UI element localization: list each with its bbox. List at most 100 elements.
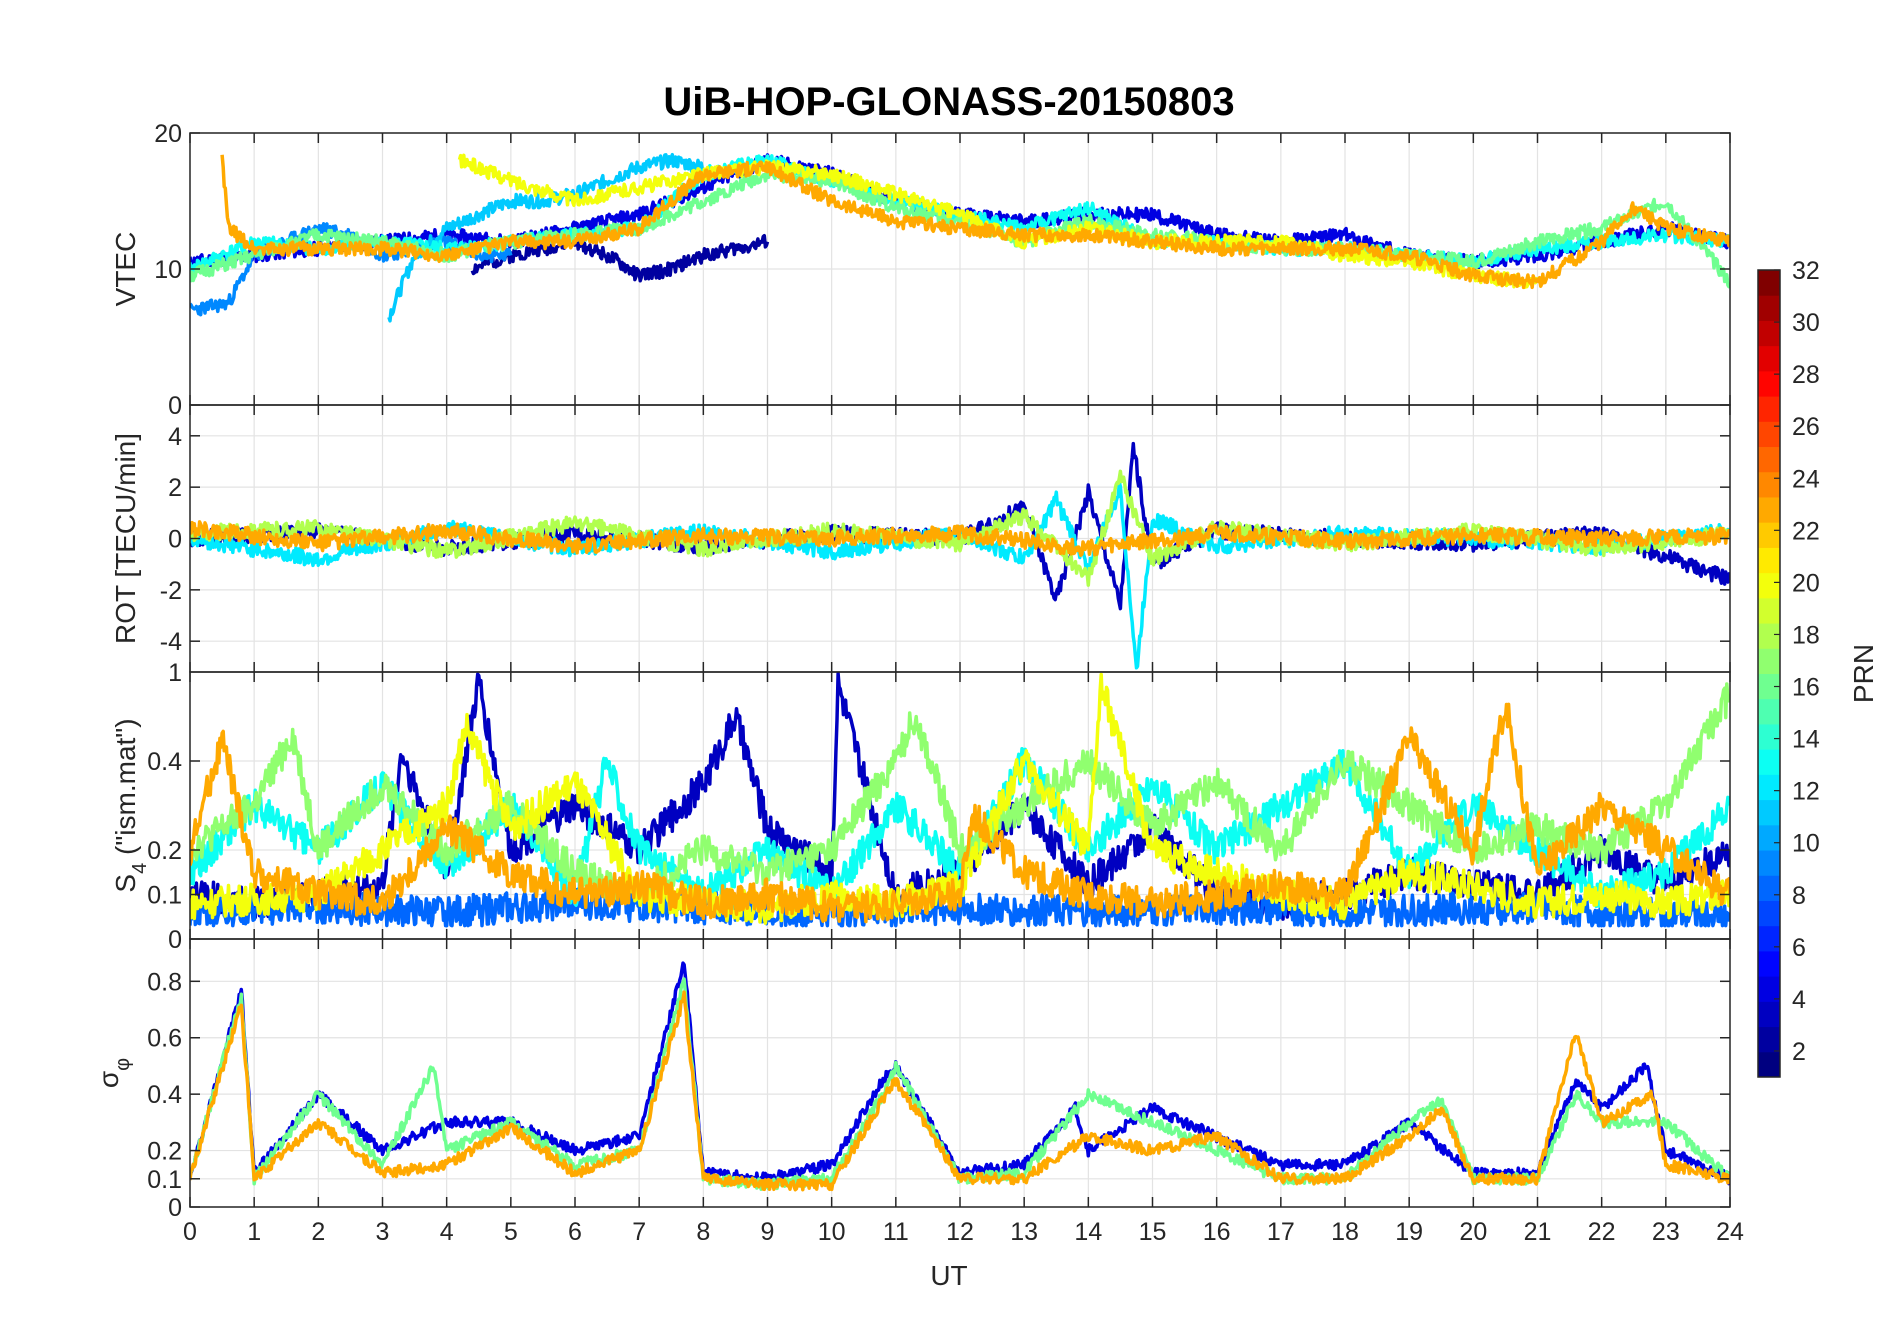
colorbar-band	[1758, 295, 1780, 321]
y-tick-label: 0.4	[147, 1081, 182, 1109]
y-tick-label-top: 1	[168, 659, 182, 687]
colorbar-band	[1758, 774, 1780, 801]
y-tick-label: -4	[160, 628, 182, 656]
colorbar-tick-label: 22	[1792, 517, 1820, 545]
colorbar-band	[1758, 723, 1780, 750]
colorbar-tick-label: 6	[1792, 934, 1806, 962]
x-tick-label: 4	[440, 1218, 454, 1246]
x-tick-label: 6	[568, 1218, 582, 1246]
x-tick-label: 14	[1074, 1218, 1102, 1246]
panel-2-series	[190, 441, 1730, 670]
colorbar-tick-label: 26	[1792, 413, 1820, 441]
colorbar-band	[1758, 1026, 1780, 1053]
colorbar-band	[1758, 875, 1780, 901]
panel-4-y-axis-label: σφ	[93, 1058, 134, 1088]
y-label-rest: ("ism.mat")	[110, 718, 141, 862]
colorbar-tick-label: 2	[1792, 1038, 1806, 1066]
series-line-prn-23	[190, 702, 1730, 924]
x-tick-label: 2	[311, 1218, 325, 1246]
colorbar-band	[1758, 1051, 1780, 1078]
x-tick-label: 7	[632, 1218, 646, 1246]
panel-2-ticks: -4 -2 0 2 4	[160, 405, 1731, 672]
colorbar-tick-label: 14	[1792, 726, 1820, 754]
colorbar-tick-label: 18	[1792, 621, 1820, 649]
x-tick-label: 17	[1267, 1218, 1295, 1246]
colorbar-tick-label: 10	[1792, 830, 1820, 858]
colorbar-tick-label: 30	[1792, 309, 1820, 337]
colorbar-tick-label: 20	[1792, 569, 1820, 597]
colorbar-label: PRN	[1848, 644, 1879, 703]
series-line-prn-20	[190, 672, 1730, 925]
panel-3-ticks: 0 0.1 0.2 0.4 1	[147, 659, 1731, 954]
colorbar-band	[1758, 522, 1780, 548]
panel-1-ticks: 0 10 20	[154, 120, 1731, 420]
series-line-prn-23	[190, 520, 1730, 557]
series-line-prn-8	[190, 887, 1730, 928]
colorbar-tick-label: 16	[1792, 674, 1820, 702]
y-label-subscript: 4	[129, 863, 151, 874]
y-tick-label: 0.1	[147, 882, 182, 910]
x-tick-label: 19	[1395, 1218, 1423, 1246]
series-line-prn-23	[190, 990, 1730, 1192]
x-tick-label: 12	[946, 1218, 974, 1246]
colorbar-band	[1758, 749, 1780, 775]
panel-1: 0 10 20 VTEC	[110, 120, 1731, 420]
colorbar-band	[1758, 925, 1780, 952]
y-tick-label: 0	[168, 526, 182, 554]
colorbar-band	[1758, 900, 1780, 927]
y-tick-label: 0.1	[147, 1166, 182, 1194]
y-label-main: S	[110, 874, 141, 893]
colorbar-band	[1758, 547, 1780, 574]
y-tick-label: 10	[154, 256, 182, 284]
colorbar-band	[1758, 345, 1780, 372]
series-line-prn-2	[470, 233, 770, 283]
y-label-subscript: φ	[112, 1058, 134, 1071]
colorbar-tick-label: 32	[1792, 257, 1820, 285]
x-tick-label: 24	[1716, 1218, 1744, 1246]
x-tick-label: 21	[1524, 1218, 1552, 1246]
colorbar-band	[1758, 976, 1780, 1002]
x-tick-label: 9	[761, 1218, 775, 1246]
series-line-prn-23	[220, 154, 1730, 290]
y-tick-label: 2	[168, 474, 182, 502]
colorbar-band	[1758, 824, 1780, 851]
y-tick-label: 0.6	[147, 1025, 182, 1053]
panel-2: -4 -2 0 2 4 ROT [TECU/min]	[110, 404, 1731, 673]
y-tick-label: 0	[168, 1194, 182, 1222]
series-line-prn-11	[387, 152, 705, 323]
panel-1-y-axis-label: VTEC	[110, 232, 141, 307]
x-tick-label: 1	[247, 1218, 261, 1246]
y-tick-label: 0.2	[147, 1138, 182, 1166]
y-tick-label: 0.8	[147, 968, 182, 996]
colorbar-band	[1758, 648, 1780, 674]
colorbar-band	[1758, 496, 1780, 523]
x-tick-label: 13	[1010, 1218, 1038, 1246]
colorbar-tick-label: 24	[1792, 465, 1820, 493]
x-tick-label: 20	[1459, 1218, 1487, 1246]
y-tick-label: 0.2	[147, 837, 182, 865]
x-tick-label: 22	[1588, 1218, 1616, 1246]
panel-4-series	[190, 961, 1730, 1192]
colorbar-band	[1758, 446, 1780, 473]
colorbar-band	[1758, 396, 1780, 422]
colorbar-band	[1758, 673, 1780, 700]
colorbar-band	[1758, 370, 1780, 397]
x-tick-label: 18	[1331, 1218, 1359, 1246]
y-tick-label: 4	[168, 423, 182, 451]
panel-4-grid	[189, 939, 1731, 1208]
x-tick-label: 10	[818, 1218, 846, 1246]
colorbar-band	[1758, 421, 1780, 448]
colorbar-band	[1758, 270, 1780, 296]
colorbar-tick-label: 4	[1792, 986, 1806, 1014]
y-tick-label: 20	[154, 120, 182, 148]
panel-2-y-axis-label: ROT [TECU/min]	[110, 433, 141, 644]
colorbar-band	[1758, 597, 1780, 624]
colorbar-band	[1758, 799, 1780, 826]
colorbar-band	[1758, 471, 1780, 498]
colorbar-band	[1758, 950, 1780, 977]
panel-4: 00.10.20.40.60.80 1 2 3 4 5 6 7 8 9 10 11 12 13 14 15 16…	[93, 938, 1744, 1246]
x-tick-label: 15	[1139, 1218, 1167, 1246]
x-tick-label: 0	[183, 1218, 197, 1246]
